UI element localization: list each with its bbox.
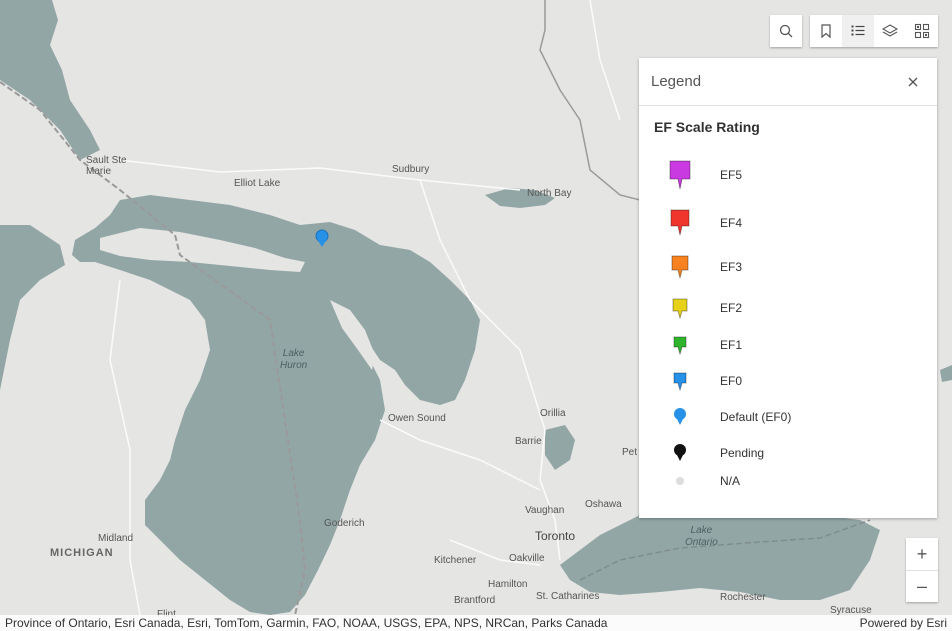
- label-flint: Flint: [157, 609, 176, 620]
- legend-close-button[interactable]: [901, 70, 925, 94]
- label-kitchener: Kitchener: [434, 555, 477, 566]
- search-button[interactable]: [770, 15, 802, 47]
- default-pin-icon: [639, 407, 720, 427]
- label-midland: Midland: [98, 533, 134, 544]
- bruce-peninsula: [330, 300, 375, 370]
- label-rochester: Rochester: [720, 592, 766, 603]
- ef0-symbol-icon: [639, 371, 720, 391]
- lake-simcoe: [545, 425, 575, 470]
- zoom-in-button[interactable]: +: [916, 543, 928, 564]
- legend-title: Legend: [651, 73, 702, 90]
- label-vaughan: Vaughan: [525, 505, 565, 516]
- legend-item-ef5: EF5: [639, 158, 742, 192]
- label-orillia: Orillia: [540, 408, 566, 419]
- lake-michigan-north: [0, 225, 65, 390]
- label-sault-ste-marie: Sault Ste Marie: [86, 155, 127, 177]
- legend-button[interactable]: [842, 15, 874, 47]
- label-pet: Pet: [622, 447, 638, 458]
- pending-pin-icon: [639, 443, 720, 463]
- bookmarks-button[interactable]: [810, 15, 842, 47]
- legend-item-ef1: EF1: [639, 334, 742, 356]
- lake-huron: [72, 195, 480, 615]
- ef3-symbol-icon: [639, 254, 720, 280]
- close-icon: [908, 77, 918, 86]
- ontario-quebec-border: [539, 0, 641, 201]
- legend-label-ef3: EF3: [720, 260, 743, 274]
- lake-nipissing: [485, 188, 555, 208]
- legend-label-ef5: EF5: [720, 168, 743, 182]
- search-toolbar: [770, 15, 802, 47]
- powered-by-esri[interactable]: Powered by Esri: [859, 616, 947, 630]
- legend-header: Legend: [639, 58, 937, 106]
- legend-subtitle: EF Scale Rating: [654, 119, 760, 135]
- map-marker-default-ef0[interactable]: [315, 229, 329, 247]
- label-elliot-lake: Elliot Lake: [234, 178, 281, 189]
- ef4-symbol-icon: [639, 208, 720, 238]
- legend-label-pending: Pending: [720, 446, 765, 460]
- label-oshawa: Oshawa: [585, 499, 622, 510]
- us-canada-border: [0, 81, 307, 616]
- legend-item-default-ef0: Default (EF0): [639, 406, 791, 428]
- search-icon: [779, 24, 793, 38]
- roads: [109, 0, 621, 616]
- attribution-sources[interactable]: Province of Ontario, Esri Canada, Esri, …: [5, 616, 608, 630]
- label-brantford: Brantford: [454, 595, 496, 606]
- legend-item-na: N/A: [639, 472, 740, 490]
- label-syracuse: Syracuse: [830, 605, 872, 616]
- basemap-gallery-icon: [914, 23, 930, 39]
- label-lake-huron: Lake Huron: [280, 348, 308, 371]
- lake-superior: [0, 0, 100, 160]
- zoom-out-button[interactable]: –: [906, 570, 938, 602]
- ef2-symbol-icon: [639, 297, 720, 319]
- legend-label-default-ef0: Default (EF0): [720, 410, 792, 424]
- label-oakville: Oakville: [509, 553, 545, 564]
- legend-label-ef1: EF1: [720, 338, 743, 352]
- layers-button[interactable]: [874, 15, 906, 47]
- lake-ontario-border: [579, 519, 871, 581]
- layers-icon: [882, 24, 898, 37]
- label-hamilton: Hamilton: [488, 579, 528, 590]
- label-owen-sound: Owen Sound: [388, 413, 446, 424]
- na-dot-icon: [639, 476, 720, 486]
- legend-item-ef3: EF3: [639, 254, 742, 280]
- zoom-control: + –: [906, 538, 938, 602]
- legend-label-ef0: EF0: [720, 374, 743, 388]
- widget-toolbar: [810, 15, 938, 47]
- attribution-bar: Province of Ontario, Esri Canada, Esri, …: [0, 615, 952, 631]
- legend-label-na: N/A: [720, 474, 741, 488]
- manitoulin-island: [100, 228, 305, 272]
- legend-label-ef2: EF2: [720, 301, 743, 315]
- label-st-catharines: St. Catharines: [536, 591, 600, 602]
- label-michigan: MICHIGAN: [50, 547, 114, 559]
- label-toronto: Toronto: [535, 529, 576, 543]
- label-lake-ontario: Lake Ontario: [685, 525, 718, 548]
- basemap-gallery-button[interactable]: [906, 15, 938, 47]
- ef5-symbol-icon: [639, 159, 720, 191]
- ottawa-river-edge: [940, 365, 952, 382]
- label-barrie: Barrie: [515, 436, 542, 447]
- legend-item-ef4: EF4: [639, 208, 742, 238]
- legend-item-ef0: EF0: [639, 370, 742, 392]
- legend-list-icon: [851, 25, 865, 36]
- legend-panel: Legend EF Scale Rating EF5 EF4 EF3 EF2 E…: [639, 58, 937, 518]
- label-north-bay: North Bay: [527, 188, 572, 199]
- lake-ontario: [560, 510, 880, 600]
- legend-item-pending: Pending: [639, 442, 764, 464]
- ef1-symbol-icon: [639, 335, 720, 355]
- legend-label-ef4: EF4: [720, 216, 743, 230]
- bookmark-icon: [821, 24, 831, 39]
- label-sudbury: Sudbury: [392, 164, 430, 175]
- label-goderich: Goderich: [324, 518, 365, 529]
- legend-item-ef2: EF2: [639, 296, 742, 320]
